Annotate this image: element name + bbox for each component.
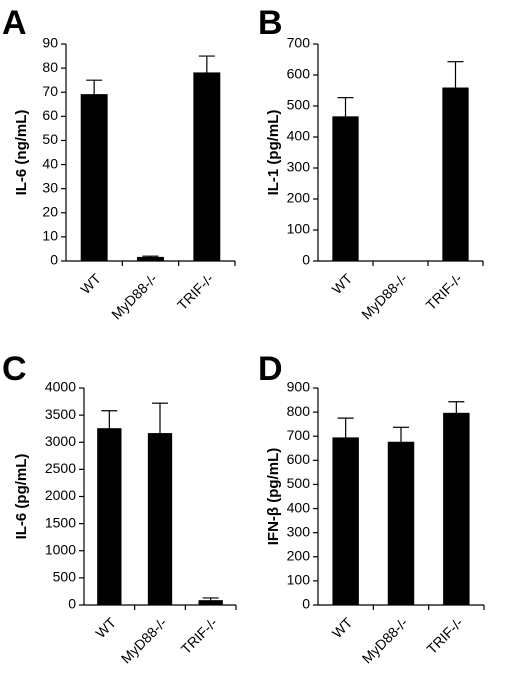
y-tick-label: 300: [287, 159, 311, 175]
x-tick-label: MyD88-/-: [358, 270, 410, 322]
y-tick-label: 800: [287, 403, 311, 419]
chart-panel-c: C IL-6 (pg/mL) 0 500 1000 1500 2000 2500 3000 350…: [2, 350, 237, 666]
y-tick-label: 300: [287, 523, 311, 539]
y-tick-label: 10: [42, 228, 58, 244]
y-tick-label: 0: [68, 596, 76, 612]
y-tick-label: 700: [287, 35, 311, 51]
y-tick-label: 600: [287, 66, 311, 82]
bar-wt: [97, 428, 122, 606]
y-tick-label: 40: [42, 155, 58, 171]
y-tick-label: 200: [287, 547, 311, 563]
x-tick-label: MyD88-/-: [108, 270, 160, 322]
y-tick-label: 500: [287, 97, 311, 113]
y-tick-label: 1500: [45, 514, 76, 530]
chart-panel-b: B IL-1 (pg/mL) 0 100 200 300 400 500 600 700 WT MyD…: [258, 4, 484, 322]
y-tick-label: 0: [302, 596, 310, 612]
bar-myd88-: [147, 433, 173, 606]
bar-trif-: [193, 72, 221, 262]
y-tick-label: 60: [42, 107, 58, 123]
y-tick-label: 2500: [45, 460, 76, 476]
bar-wt: [332, 437, 359, 606]
panel-letter: D: [258, 350, 283, 388]
y-tick-label: 900: [287, 379, 311, 395]
y-axis-label: IL-1 (pg/mL): [265, 110, 282, 196]
y-tick-label: 70: [42, 83, 58, 99]
x-tick-label: TRIF-/-: [423, 270, 466, 313]
panel-letter: A: [2, 4, 27, 42]
y-tick-label: 3500: [45, 406, 76, 422]
y-tick-label: 4000: [45, 379, 76, 395]
y-tick-label: 2000: [45, 487, 76, 503]
bar-trif-: [198, 600, 223, 606]
y-tick-label: 20: [42, 203, 58, 219]
y-tick-label: 0: [302, 252, 310, 268]
y-tick-label: 1000: [45, 541, 76, 557]
x-tick-label: MyD88-/-: [118, 614, 170, 666]
y-tick-label: 3000: [45, 433, 76, 449]
y-tick-label: 100: [287, 572, 311, 588]
x-tick-label: TRIF-/-: [423, 614, 466, 657]
bar-wt: [332, 116, 359, 262]
y-tick-label: 400: [287, 499, 311, 515]
bar-trif-: [443, 412, 470, 606]
x-tick-label: WT: [92, 614, 119, 641]
x-tick-label: WT: [77, 270, 104, 297]
panel-letter: B: [258, 4, 283, 42]
y-tick-label: 90: [42, 35, 58, 51]
y-tick-label: 700: [287, 427, 311, 443]
y-tick-label: 400: [287, 128, 311, 144]
chart-panel-a: A IL-6 (ng/mL) 0 10 20 30 40 50 60 70 80 90 WT MyD88-…: [2, 4, 236, 322]
bar-trif-: [442, 87, 469, 262]
y-tick-label: 50: [42, 131, 58, 147]
y-tick-label: 30: [42, 179, 58, 195]
bar-myd88-: [387, 441, 415, 606]
panel-letter: C: [2, 350, 27, 388]
y-tick-label: 80: [42, 59, 58, 75]
x-tick-label: MyD88-/-: [359, 614, 411, 666]
y-axis-label: IL-6 (ng/mL): [13, 110, 30, 196]
x-tick-label: WT: [329, 270, 356, 297]
x-tick-label: TRIF-/-: [178, 614, 221, 657]
y-tick-label: 500: [287, 475, 311, 491]
bar-wt: [80, 94, 108, 262]
bar-myd88-: [137, 256, 164, 262]
y-tick-label: 600: [287, 451, 311, 467]
y-tick-label: 500: [53, 569, 77, 585]
y-tick-label: 100: [287, 221, 311, 237]
chart-panel-d: D IFN-β (pg/mL) 0 100 200 300 400 500 600 700 800 9…: [258, 350, 485, 666]
x-tick-label: TRIF-/-: [174, 270, 217, 313]
y-axis-label: IL-6 (pg/mL): [13, 454, 30, 540]
y-axis-label: IFN-β (pg/mL): [265, 448, 282, 545]
y-tick-label: 0: [50, 252, 58, 268]
x-tick-label: WT: [329, 614, 356, 641]
y-tick-label: 200: [287, 190, 311, 206]
